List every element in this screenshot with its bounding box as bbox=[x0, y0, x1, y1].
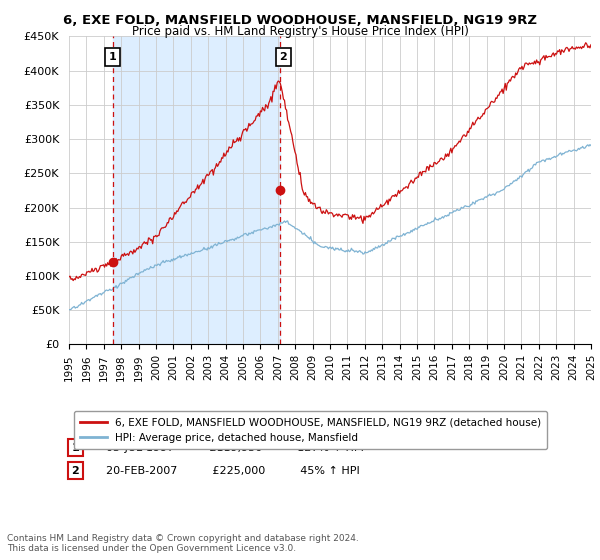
Bar bbox=[113, 36, 280, 344]
Text: Contains HM Land Registry data © Crown copyright and database right 2024.
This d: Contains HM Land Registry data © Crown c… bbox=[7, 534, 359, 553]
Text: 20-FEB-2007          £225,000          45% ↑ HPI: 20-FEB-2007 £225,000 45% ↑ HPI bbox=[106, 466, 359, 475]
Legend: 6, EXE FOLD, MANSFIELD WOODHOUSE, MANSFIELD, NG19 9RZ (detached house), HPI: Ave: 6, EXE FOLD, MANSFIELD WOODHOUSE, MANSFI… bbox=[74, 411, 547, 449]
Text: 03-JUL-1997          £119,950          127% ↑ HPI: 03-JUL-1997 £119,950 127% ↑ HPI bbox=[106, 442, 364, 452]
Text: Price paid vs. HM Land Registry's House Price Index (HPI): Price paid vs. HM Land Registry's House … bbox=[131, 25, 469, 38]
Text: 1: 1 bbox=[109, 52, 116, 62]
Text: 2: 2 bbox=[280, 52, 287, 62]
Text: 2: 2 bbox=[71, 466, 79, 475]
Text: 1: 1 bbox=[71, 442, 79, 452]
Text: 6, EXE FOLD, MANSFIELD WOODHOUSE, MANSFIELD, NG19 9RZ: 6, EXE FOLD, MANSFIELD WOODHOUSE, MANSFI… bbox=[63, 14, 537, 27]
